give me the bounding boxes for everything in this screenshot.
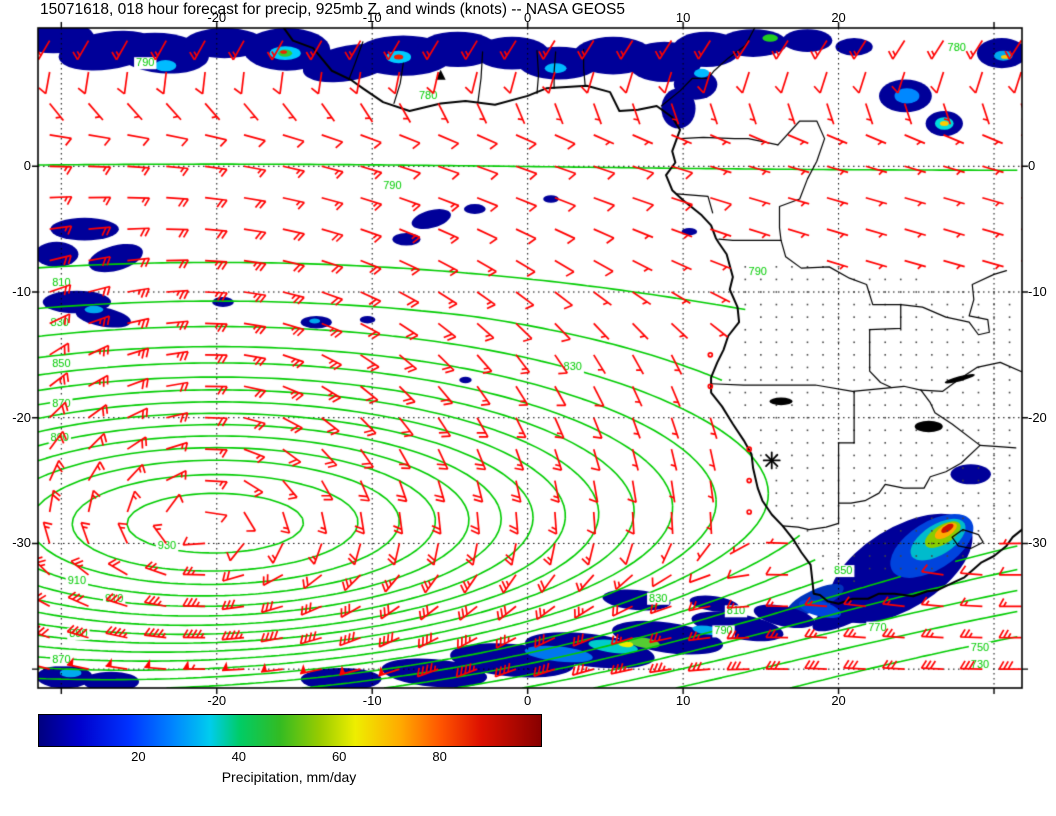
- figure-title: 15071618, 018 hour forecast for precip, …: [40, 1, 625, 18]
- colorbar-caption: Precipitation, mm/day: [221, 769, 357, 785]
- colorbar-gradient: [38, 714, 542, 747]
